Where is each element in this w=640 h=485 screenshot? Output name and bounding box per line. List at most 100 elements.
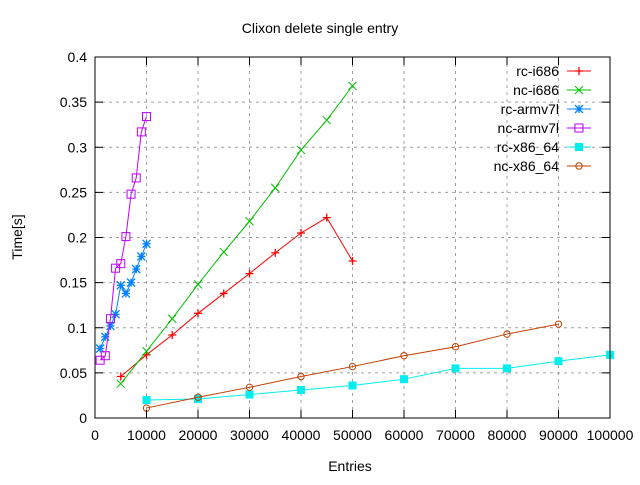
data-point-star: [574, 104, 584, 114]
star-marker: [100, 332, 110, 342]
data-point-filled-square: [575, 143, 583, 151]
data-point-plus: [116, 372, 125, 381]
data-point-open-square: [95, 355, 105, 365]
circle-marker: [245, 383, 254, 392]
plus-marker: [194, 309, 202, 318]
data-point-open-square: [126, 189, 136, 199]
data-point-open-circle: [400, 352, 408, 360]
cross-marker: [322, 115, 332, 125]
star-marker: [131, 264, 141, 274]
x-tick-label: 0: [91, 427, 99, 443]
cross-marker: [245, 216, 254, 226]
data-point-cross: [219, 247, 229, 257]
plus-marker: [245, 269, 254, 278]
square-marker: [100, 351, 110, 361]
square-marker: [194, 395, 202, 404]
x-tick-label: 80000: [488, 427, 527, 443]
data-point-open-circle: [245, 383, 254, 392]
data-point-plus: [297, 228, 305, 237]
legend-label: rc-x86_64: [497, 139, 559, 155]
data-point-star: [126, 278, 136, 288]
legend-label: nc-x86_64: [494, 158, 560, 174]
square-marker: [116, 259, 126, 269]
plus-marker: [322, 213, 331, 222]
star-marker: [105, 321, 115, 331]
series-nc-x86_64: [142, 320, 563, 412]
series-line: [99, 243, 147, 349]
plus-marker: [575, 67, 583, 75]
series-line: [99, 116, 147, 361]
star-marker: [574, 104, 584, 114]
circle-marker: [348, 362, 357, 371]
square-marker: [131, 173, 141, 183]
series-layer: [95, 81, 614, 412]
x-tick-label: 10000: [127, 427, 166, 443]
data-point-open-circle: [554, 320, 563, 328]
plus-marker: [219, 289, 228, 298]
square-marker: [105, 314, 115, 324]
series-line: [146, 354, 611, 401]
data-point-cross: [322, 115, 332, 125]
cross-marker: [142, 346, 151, 356]
y-tick-label: 0: [79, 410, 87, 426]
data-point-filled-square: [451, 364, 460, 373]
data-point-star: [105, 321, 115, 331]
x-tick-label: 30000: [230, 427, 269, 443]
y-tick-label: 0.4: [68, 49, 88, 65]
plus-marker: [348, 256, 357, 265]
series-nc-armv7l: [95, 112, 151, 365]
square-marker: [575, 143, 583, 151]
series-nc-i686: [116, 81, 357, 389]
square-marker: [297, 386, 305, 395]
series-line: [120, 216, 353, 377]
data-point-star: [100, 332, 110, 342]
star-marker: [111, 309, 121, 319]
circle-marker: [297, 372, 305, 381]
star-marker: [95, 344, 105, 353]
data-point-plus: [245, 269, 254, 278]
data-point-plus: [348, 256, 357, 265]
cross-marker: [193, 280, 203, 289]
square-marker: [451, 364, 460, 373]
x-tick-label: 20000: [179, 427, 218, 443]
legend-label: nc-i686: [513, 82, 559, 98]
x-tick-label: 100000: [587, 427, 634, 443]
star-marker: [121, 288, 131, 298]
chart-title: Clixon delete single entry: [242, 20, 398, 36]
y-axis-label: Time[s]: [9, 214, 25, 259]
data-point-cross: [167, 314, 177, 324]
data-point-cross: [296, 145, 306, 155]
data-point-star: [136, 251, 146, 261]
star-marker: [116, 280, 126, 290]
cross-marker: [167, 314, 177, 324]
data-point-star: [121, 288, 131, 298]
circle-marker: [400, 352, 408, 360]
data-point-filled-square: [245, 390, 254, 399]
data-point-open-square: [142, 112, 151, 122]
data-point-filled-square: [348, 381, 357, 390]
data-point-plus: [194, 309, 202, 318]
legend-label: nc-armv7l: [498, 120, 559, 136]
data-point-open-square: [116, 259, 126, 269]
plus-marker: [168, 330, 177, 339]
data-point-open-square: [105, 314, 115, 324]
y-tick-label: 0.15: [60, 275, 87, 291]
data-point-open-square: [574, 123, 584, 133]
data-point-star: [111, 309, 121, 319]
plus-marker: [271, 248, 280, 257]
legend-label: rc-i686: [516, 63, 559, 79]
y-tick-label: 0.35: [60, 94, 87, 110]
cross-marker: [219, 247, 229, 257]
cross-marker: [574, 85, 584, 95]
square-marker: [554, 357, 563, 366]
star-marker: [126, 278, 136, 288]
square-marker: [245, 390, 254, 399]
data-point-cross: [245, 216, 254, 226]
data-point-cross: [348, 81, 357, 91]
data-point-cross: [270, 183, 280, 193]
star-marker: [136, 251, 146, 261]
data-point-plus: [219, 289, 228, 298]
data-point-open-square: [136, 127, 146, 137]
cross-marker: [116, 379, 126, 389]
